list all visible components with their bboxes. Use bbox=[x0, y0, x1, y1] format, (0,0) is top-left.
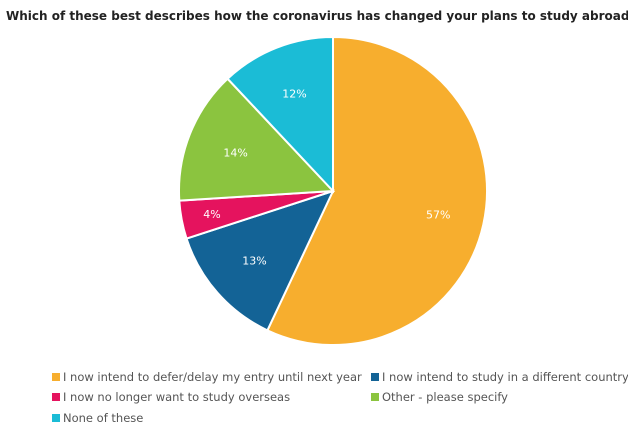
legend-swatch-icon bbox=[52, 373, 60, 381]
legend-label: None of these bbox=[63, 411, 144, 425]
pie-chart: 57% 13% 4% 14% 12% bbox=[178, 35, 488, 346]
legend-item[interactable]: None of these bbox=[52, 411, 143, 425]
data-label: 57% bbox=[426, 209, 450, 222]
pie-slice bbox=[185, 189, 335, 332]
pie-slice bbox=[226, 35, 334, 194]
legend-swatch-icon bbox=[52, 414, 60, 422]
pie-slice bbox=[178, 77, 336, 202]
data-label: 12% bbox=[282, 88, 306, 101]
legend-label: Other - please specify bbox=[382, 390, 508, 404]
data-label: 4% bbox=[203, 208, 220, 221]
data-label: 14% bbox=[223, 146, 247, 159]
data-label: 13% bbox=[242, 254, 266, 267]
legend-item[interactable]: I now intend to study in a different cou… bbox=[371, 370, 628, 384]
pie-slice bbox=[266, 35, 488, 346]
legend-swatch-icon bbox=[52, 393, 60, 401]
legend-item[interactable]: I now no longer want to study overseas bbox=[52, 390, 290, 404]
legend-label: I now no longer want to study overseas bbox=[63, 390, 291, 404]
legend-item[interactable]: Other - please specify bbox=[371, 390, 508, 404]
legend-label: I now intend to study in a different cou… bbox=[382, 370, 628, 384]
legend-item[interactable]: I now intend to defer/delay my entry unt… bbox=[52, 370, 362, 384]
legend-label: I now intend to defer/delay my entry unt… bbox=[63, 370, 362, 384]
legend-swatch-icon bbox=[371, 393, 379, 401]
legend-swatch-icon bbox=[371, 373, 379, 381]
chart-title: Which of these best describes how the co… bbox=[6, 9, 628, 23]
